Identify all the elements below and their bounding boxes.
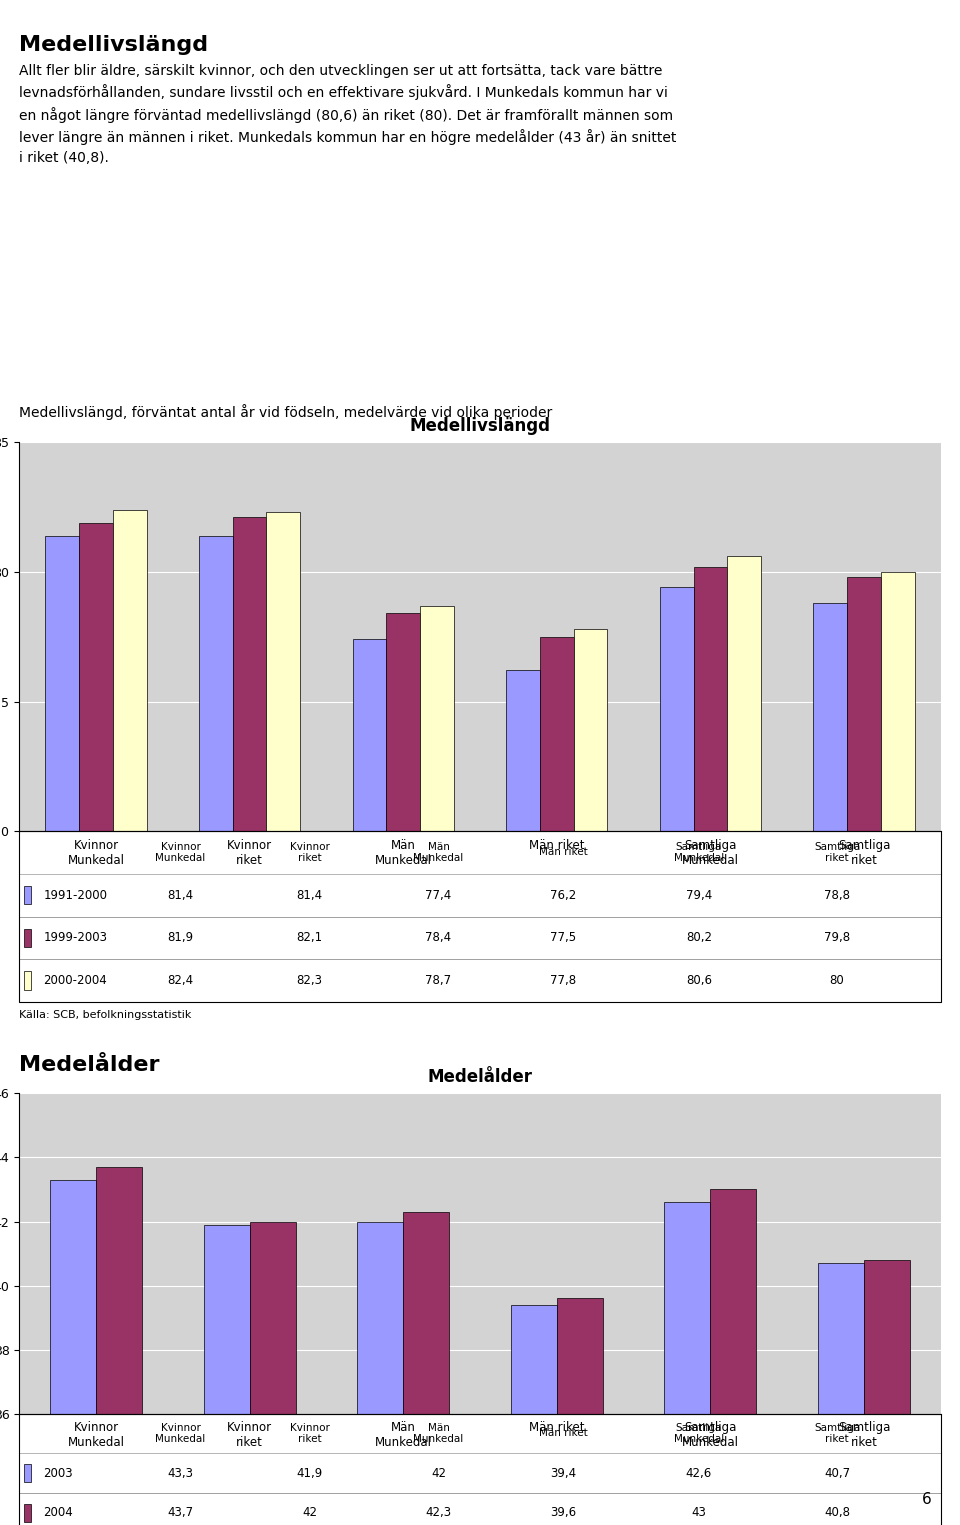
- Text: Män
Munkedal: Män Munkedal: [414, 1423, 464, 1444]
- Bar: [232, 517, 267, 1525]
- Text: 42,3: 42,3: [425, 1507, 451, 1519]
- Text: 76,2: 76,2: [550, 889, 576, 901]
- Bar: [664, 1202, 710, 1525]
- Text: 81,4: 81,4: [167, 889, 194, 901]
- Text: 43,3: 43,3: [167, 1467, 194, 1479]
- Text: Män riket: Män riket: [539, 1429, 588, 1438]
- Text: 77,5: 77,5: [550, 932, 576, 944]
- Text: 42: 42: [431, 1467, 446, 1479]
- Text: 40,7: 40,7: [824, 1467, 851, 1479]
- Bar: [199, 535, 232, 1525]
- Bar: [50, 1180, 96, 1525]
- Text: 77,4: 77,4: [425, 889, 451, 901]
- Bar: [96, 1167, 142, 1525]
- Text: Samtliga
riket: Samtliga riket: [814, 1423, 860, 1444]
- Text: 2003: 2003: [43, 1467, 73, 1479]
- Bar: [540, 637, 574, 1525]
- Text: 6: 6: [922, 1491, 931, 1507]
- Text: Medellivslängd: Medellivslängd: [19, 35, 208, 55]
- Text: Kvinnor
riket: Kvinnor riket: [290, 842, 329, 863]
- Text: 2004: 2004: [43, 1507, 73, 1519]
- Text: 80,6: 80,6: [685, 974, 712, 987]
- Text: 79,8: 79,8: [824, 932, 851, 944]
- Text: Källa: SCB, befolkningsstatistik: Källa: SCB, befolkningsstatistik: [19, 1010, 192, 1020]
- Text: 43,7: 43,7: [167, 1507, 194, 1519]
- Bar: [352, 639, 386, 1525]
- Text: Män
Munkedal: Män Munkedal: [414, 842, 464, 863]
- Text: 39,6: 39,6: [550, 1507, 576, 1519]
- Text: 1999-2003: 1999-2003: [43, 932, 108, 944]
- Text: Samtliga
Munkedal: Samtliga Munkedal: [674, 842, 724, 863]
- Bar: [660, 587, 693, 1525]
- Text: Kvinnor
Munkedal: Kvinnor Munkedal: [156, 1423, 205, 1444]
- Bar: [818, 1263, 864, 1525]
- Text: 77,8: 77,8: [550, 974, 576, 987]
- Text: Medelålder: Medelålder: [19, 1055, 159, 1075]
- Bar: [204, 1225, 250, 1525]
- Text: 1991-2000: 1991-2000: [43, 889, 108, 901]
- Text: 78,7: 78,7: [425, 974, 451, 987]
- Bar: [574, 628, 608, 1525]
- Bar: [45, 535, 79, 1525]
- Text: 82,1: 82,1: [297, 932, 323, 944]
- Bar: [557, 1298, 603, 1525]
- Text: Allt fler blir äldre, särskilt kvinnor, och den utvecklingen ser ut att fortsätt: Allt fler blir äldre, särskilt kvinnor, …: [19, 64, 677, 165]
- Text: 82,4: 82,4: [167, 974, 194, 987]
- Title: Medellivslängd: Medellivslängd: [410, 418, 550, 435]
- Bar: [403, 1212, 449, 1525]
- Text: 78,4: 78,4: [425, 932, 451, 944]
- Text: 43: 43: [691, 1507, 707, 1519]
- Bar: [693, 567, 728, 1525]
- Text: 41,9: 41,9: [297, 1467, 323, 1479]
- Bar: [250, 1222, 296, 1525]
- Text: Kvinnor
Munkedal: Kvinnor Munkedal: [156, 842, 205, 863]
- Text: 80,2: 80,2: [685, 932, 712, 944]
- Text: 78,8: 78,8: [824, 889, 851, 901]
- Bar: [813, 602, 847, 1525]
- Bar: [847, 576, 881, 1525]
- Bar: [386, 613, 420, 1525]
- Bar: [506, 671, 540, 1525]
- Text: Samtliga
Munkedal: Samtliga Munkedal: [674, 1423, 724, 1444]
- Bar: [728, 557, 761, 1525]
- Text: 82,3: 82,3: [297, 974, 323, 987]
- Text: 79,4: 79,4: [685, 889, 712, 901]
- Text: Män riket: Män riket: [539, 848, 588, 857]
- Bar: [357, 1222, 403, 1525]
- Bar: [864, 1260, 910, 1525]
- Text: 40,8: 40,8: [824, 1507, 851, 1519]
- Bar: [113, 509, 147, 1525]
- Text: 81,9: 81,9: [167, 932, 194, 944]
- Bar: [420, 605, 454, 1525]
- Text: Kvinnor
riket: Kvinnor riket: [290, 1423, 329, 1444]
- Bar: [79, 523, 113, 1525]
- Text: 42: 42: [302, 1507, 317, 1519]
- Text: 80: 80: [829, 974, 845, 987]
- Bar: [881, 572, 915, 1525]
- Bar: [511, 1305, 557, 1525]
- Title: Medelålder: Medelålder: [427, 1069, 533, 1086]
- Bar: [267, 512, 300, 1525]
- Text: Samtliga
riket: Samtliga riket: [814, 842, 860, 863]
- Text: 39,4: 39,4: [550, 1467, 576, 1479]
- Bar: [710, 1190, 756, 1525]
- Text: 42,6: 42,6: [685, 1467, 712, 1479]
- Text: 81,4: 81,4: [297, 889, 323, 901]
- Text: Medellivslängd, förväntat antal år vid födseln, medelvärde vid olika perioder: Medellivslängd, förväntat antal år vid f…: [19, 404, 552, 419]
- Text: 2000-2004: 2000-2004: [43, 974, 107, 987]
